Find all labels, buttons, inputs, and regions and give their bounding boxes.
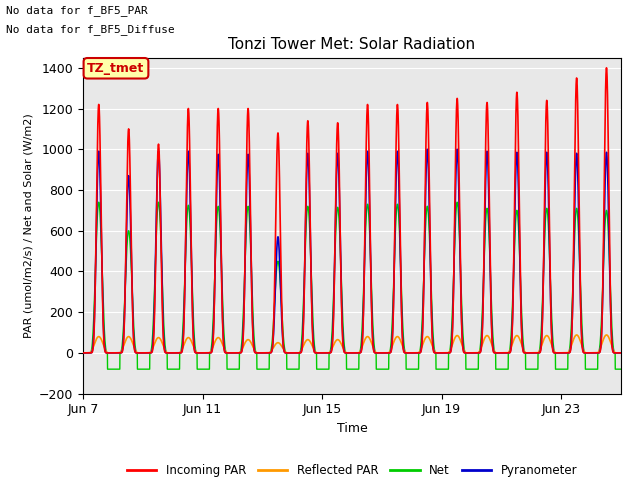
Title: Tonzi Tower Met: Solar Radiation: Tonzi Tower Met: Solar Radiation: [228, 37, 476, 52]
X-axis label: Time: Time: [337, 422, 367, 435]
Legend: Incoming PAR, Reflected PAR, Net, Pyranometer: Incoming PAR, Reflected PAR, Net, Pyrano…: [122, 459, 582, 480]
Y-axis label: PAR (umol/m2/s) / Net and Solar (W/m2): PAR (umol/m2/s) / Net and Solar (W/m2): [24, 113, 33, 338]
Text: No data for f_BF5_Diffuse: No data for f_BF5_Diffuse: [6, 24, 175, 35]
Text: No data for f_BF5_PAR: No data for f_BF5_PAR: [6, 5, 148, 16]
Text: TZ_tmet: TZ_tmet: [88, 62, 145, 75]
